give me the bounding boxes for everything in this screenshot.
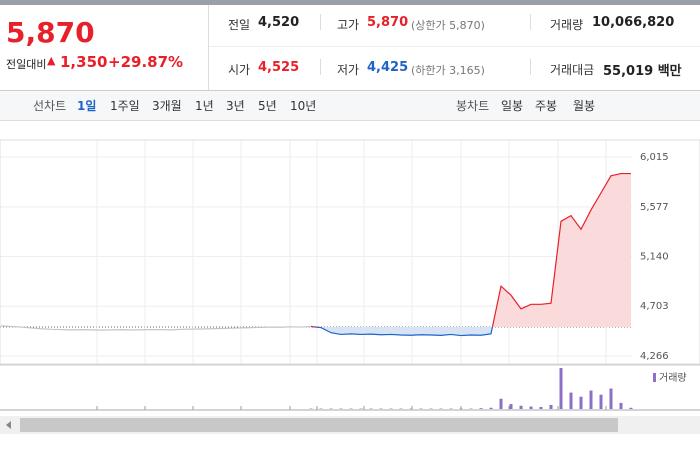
legend-swatch xyxy=(653,373,656,382)
stat-label: 시가 xyxy=(228,63,251,77)
stat-label: 고가 xyxy=(337,18,360,32)
change: 1,350 xyxy=(60,53,108,71)
period-tab[interactable]: 1주일 xyxy=(110,99,140,113)
y-tick-label: 5,577 xyxy=(640,202,669,213)
scroll-arrow[interactable] xyxy=(6,421,11,429)
area-down xyxy=(311,327,631,336)
stat-note: (상한가 5,870) xyxy=(411,19,485,32)
up-arrow: ▲ xyxy=(47,54,56,67)
volume-bar xyxy=(609,388,613,409)
candle-tab[interactable]: 일봉 xyxy=(501,99,524,113)
y-tick-label: 4,703 xyxy=(640,301,669,312)
period-tab[interactable]: 3개월 xyxy=(152,99,182,113)
divider xyxy=(530,14,531,30)
top-strip xyxy=(0,0,700,5)
stat-value: 4,525 xyxy=(258,60,300,75)
divider xyxy=(320,14,321,30)
divider xyxy=(209,46,700,47)
period-tab[interactable]: 5년 xyxy=(258,99,277,113)
line xyxy=(0,325,312,331)
volume-bar xyxy=(529,406,533,409)
volume-bar xyxy=(569,392,573,409)
stat-note: (하한가 3,165) xyxy=(411,64,485,77)
volume-bar xyxy=(489,407,493,409)
stat-value: 10,066,820 xyxy=(592,15,675,30)
divider xyxy=(0,90,700,91)
tab-bar xyxy=(0,91,700,121)
scroll-thumb[interactable] xyxy=(20,418,618,432)
area-up xyxy=(311,173,631,328)
stat-value: 4,520 xyxy=(258,15,300,30)
volume-bar xyxy=(589,390,593,409)
volume-bar xyxy=(629,407,633,409)
candle-tab[interactable]: 월봉 xyxy=(573,99,596,113)
tab-label: 선차트 xyxy=(33,99,67,113)
volume-bar xyxy=(479,408,483,409)
volume-bar xyxy=(519,405,523,409)
divider xyxy=(530,59,531,75)
period-tab[interactable]: 1일 xyxy=(77,99,97,113)
period-tab[interactable]: 3년 xyxy=(226,99,245,113)
volume-bar xyxy=(579,396,583,409)
y-tick-label: 5,140 xyxy=(640,252,669,263)
volume-bar xyxy=(499,398,503,409)
stat-label: 거래량 xyxy=(550,18,584,32)
stat-label: 전일 xyxy=(228,18,251,32)
stat-label: 거래대금 xyxy=(550,63,595,77)
stat-value: 5,870 xyxy=(367,15,409,30)
candle-tab[interactable]: 주봉 xyxy=(535,99,558,113)
y-tick-label: 6,015 xyxy=(640,152,669,163)
period-tab[interactable]: 10년 xyxy=(290,99,317,113)
volume-bar xyxy=(509,404,513,409)
divider xyxy=(208,5,209,90)
chart: 4,266 4,703 5,140 5,577 6,015 거래량 xyxy=(0,139,700,434)
line-down xyxy=(310,327,494,337)
stat-value: 4,425 xyxy=(367,60,409,75)
stat-label: 저가 xyxy=(337,63,360,77)
volume-bar xyxy=(539,406,543,409)
line-up xyxy=(310,172,631,328)
volume-bar xyxy=(559,368,563,409)
y-tick-label: 4,266 xyxy=(640,351,669,362)
plot-frame xyxy=(0,139,700,365)
period-tab[interactable]: 1년 xyxy=(195,99,214,113)
change-label: 전일대비 xyxy=(6,58,47,71)
divider xyxy=(320,59,321,75)
stat-value: 55,019 백만 xyxy=(603,64,682,79)
change-rate: +29.87% xyxy=(108,53,184,71)
volume-bar xyxy=(549,404,553,409)
legend-label: 거래량 xyxy=(659,372,687,384)
price: 5,870 xyxy=(6,16,95,49)
tab-label: 봉차트 xyxy=(456,99,490,113)
volume-bar xyxy=(599,394,603,409)
volume-bar xyxy=(619,402,623,409)
